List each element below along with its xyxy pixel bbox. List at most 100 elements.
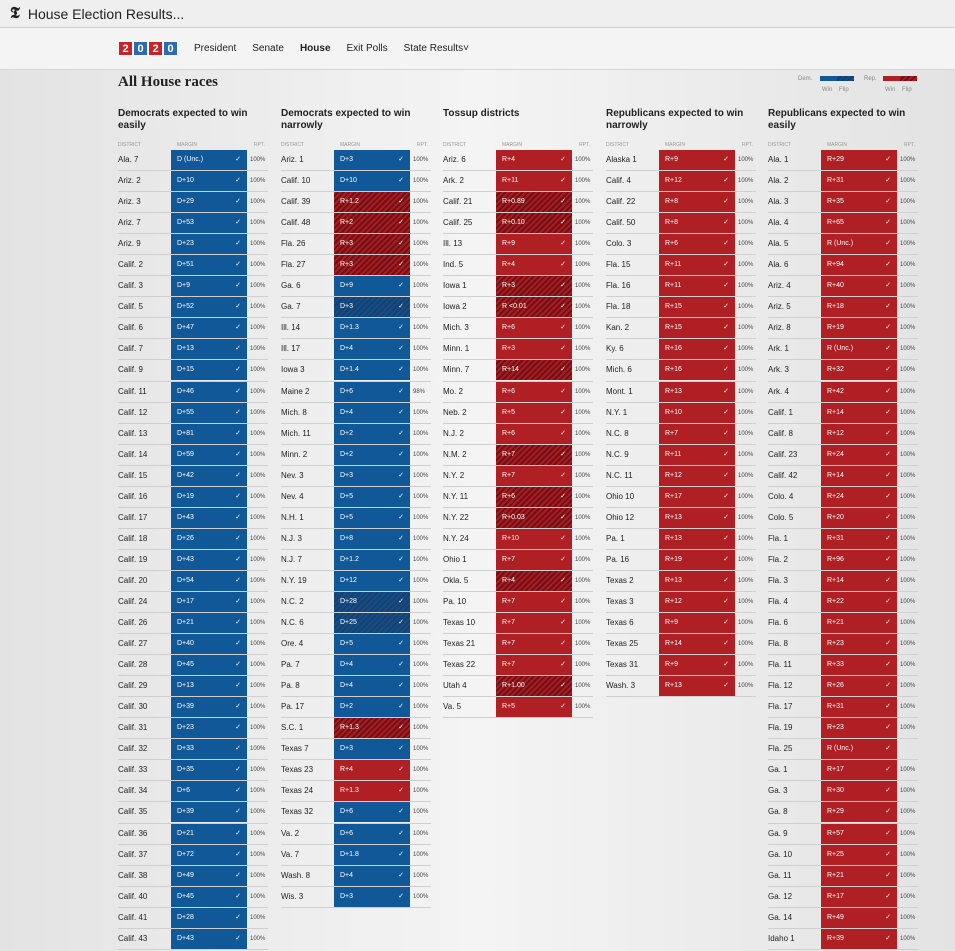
race-row[interactable]: Texas 3 R+12 ✓ 100% bbox=[606, 591, 756, 614]
race-row[interactable]: Ala. 7 D (Unc.) ✓ 100% bbox=[118, 150, 268, 172]
race-row[interactable]: Ill. 17 D+4 ✓ 100% bbox=[281, 339, 431, 361]
nav-exit-polls[interactable]: Exit Polls bbox=[346, 43, 388, 54]
race-row[interactable]: Calif. 43 D+43 ✓ 100% bbox=[118, 928, 268, 950]
race-row[interactable]: Ga. 9 R+57 ✓ 100% bbox=[768, 823, 918, 845]
race-row[interactable]: Fla. 8 R+23 ✓ 100% bbox=[768, 634, 918, 656]
race-row[interactable]: Fla. 17 R+31 ✓ 100% bbox=[768, 697, 918, 719]
race-row[interactable]: Ind. 5 R+4 ✓ 100% bbox=[443, 255, 593, 277]
race-row[interactable]: Ala. 2 R+31 ✓ 100% bbox=[768, 171, 918, 193]
race-row[interactable]: N.H. 1 D+5 ✓ 100% bbox=[281, 507, 431, 529]
race-row[interactable]: Ariz. 3 D+29 ✓ 100% bbox=[118, 192, 268, 214]
race-row[interactable]: N.Y. 1 R+10 ✓ 100% bbox=[606, 402, 756, 424]
race-row[interactable]: Ark. 1 R (Unc.) ✓ 100% bbox=[768, 339, 918, 361]
race-row[interactable]: N.C. 6 D+25 ✓ 100% bbox=[281, 613, 431, 635]
nav-house[interactable]: House bbox=[299, 43, 331, 54]
race-row[interactable]: Calif. 29 D+13 ✓ 100% bbox=[118, 676, 268, 698]
race-row[interactable]: Iowa 3 D+1.4 ✓ 100% bbox=[281, 360, 431, 382]
race-row[interactable]: Pa. 10 R+7 ✓ 100% bbox=[443, 591, 593, 614]
race-row[interactable]: Calif. 25 R+0.10 ✓ 100% bbox=[443, 213, 593, 235]
race-row[interactable]: Calif. 24 D+17 ✓ 100% bbox=[118, 591, 268, 614]
race-row[interactable]: Ohio 1 R+7 ✓ 100% bbox=[443, 549, 593, 571]
race-row[interactable]: Ala. 6 R+94 ✓ 100% bbox=[768, 255, 918, 277]
race-row[interactable]: Ariz. 4 R+40 ✓ 100% bbox=[768, 276, 918, 298]
race-row[interactable]: Minn. 1 R+3 ✓ 100% bbox=[443, 339, 593, 361]
race-row[interactable]: Calif. 34 D+6 ✓ 100% bbox=[118, 781, 268, 803]
race-row[interactable]: Calif. 4 R+12 ✓ 100% bbox=[606, 171, 756, 193]
race-row[interactable]: Ill. 13 R+9 ✓ 100% bbox=[443, 234, 593, 256]
race-row[interactable]: Fla. 11 R+33 ✓ 100% bbox=[768, 655, 918, 677]
race-row[interactable]: Ga. 6 D+9 ✓ 100% bbox=[281, 276, 431, 298]
race-row[interactable]: Ariz. 6 R+4 ✓ 100% bbox=[443, 150, 593, 172]
race-row[interactable]: Calif. 18 D+26 ✓ 100% bbox=[118, 528, 268, 550]
race-row[interactable]: Pa. 7 D+4 ✓ 100% bbox=[281, 655, 431, 677]
race-row[interactable]: Idaho 1 R+39 ✓ 100% bbox=[768, 928, 918, 950]
race-row[interactable]: Texas 25 R+14 ✓ 100% bbox=[606, 634, 756, 656]
race-row[interactable]: Ga. 8 R+29 ✓ 100% bbox=[768, 802, 918, 824]
race-row[interactable]: Ariz. 1 D+3 ✓ 100% bbox=[281, 150, 431, 172]
race-row[interactable]: N.J. 3 D+8 ✓ 100% bbox=[281, 528, 431, 550]
race-row[interactable]: Wash. 8 D+4 ✓ 100% bbox=[281, 865, 431, 887]
race-row[interactable]: Texas 7 D+3 ✓ 100% bbox=[281, 739, 431, 761]
race-row[interactable]: Fla. 15 R+11 ✓ 100% bbox=[606, 255, 756, 277]
race-row[interactable]: Ala. 5 R (Unc.) ✓ 100% bbox=[768, 234, 918, 256]
race-row[interactable]: Calif. 10 D+10 ✓ 100% bbox=[281, 171, 431, 193]
race-row[interactable]: Fla. 2 R+96 ✓ 100% bbox=[768, 549, 918, 571]
race-row[interactable]: Calif. 33 D+35 ✓ 100% bbox=[118, 760, 268, 782]
race-row[interactable]: Ga. 11 R+21 ✓ 100% bbox=[768, 865, 918, 887]
race-row[interactable]: Calif. 9 D+15 ✓ 100% bbox=[118, 360, 268, 382]
nyt-logo-icon[interactable]: 𝕿 bbox=[10, 4, 20, 22]
race-row[interactable]: Mich. 8 D+4 ✓ 100% bbox=[281, 402, 431, 424]
race-row[interactable]: Calif. 41 D+28 ✓ 100% bbox=[118, 907, 268, 929]
race-row[interactable]: Colo. 3 R+6 ✓ 100% bbox=[606, 234, 756, 256]
race-row[interactable]: Calif. 3 D+9 ✓ 100% bbox=[118, 276, 268, 298]
race-row[interactable]: N.C. 11 R+12 ✓ 100% bbox=[606, 465, 756, 487]
race-row[interactable]: Texas 6 R+9 ✓ 100% bbox=[606, 613, 756, 635]
race-row[interactable]: Calif. 22 R+8 ✓ 100% bbox=[606, 192, 756, 214]
race-row[interactable]: Texas 32 D+6 ✓ 100% bbox=[281, 802, 431, 824]
race-row[interactable]: Calif. 30 D+39 ✓ 100% bbox=[118, 697, 268, 719]
race-row[interactable]: Ariz. 2 D+10 ✓ 100% bbox=[118, 171, 268, 193]
race-row[interactable]: N.J. 2 R+6 ✓ 100% bbox=[443, 423, 593, 445]
race-row[interactable]: Calif. 36 D+21 ✓ 100% bbox=[118, 823, 268, 845]
race-row[interactable]: Colo. 4 R+24 ✓ 100% bbox=[768, 486, 918, 508]
race-row[interactable]: Ga. 1 R+17 ✓ 100% bbox=[768, 760, 918, 782]
race-row[interactable]: N.Y. 2 R+7 ✓ 100% bbox=[443, 465, 593, 487]
race-row[interactable]: Va. 5 R+5 ✓ 100% bbox=[443, 697, 593, 719]
race-row[interactable]: Ga. 10 R+25 ✓ 100% bbox=[768, 844, 918, 866]
race-row[interactable]: Calif. 12 D+55 ✓ 100% bbox=[118, 402, 268, 424]
race-row[interactable]: S.C. 1 R+1.3 ✓ 100% bbox=[281, 718, 431, 740]
race-row[interactable]: Texas 21 R+7 ✓ 100% bbox=[443, 634, 593, 656]
race-row[interactable]: Ark. 3 R+32 ✓ 100% bbox=[768, 360, 918, 382]
race-row[interactable]: N.Y. 22 R+0.03 ✓ 100% bbox=[443, 507, 593, 529]
race-row[interactable]: Ariz. 5 R+18 ✓ 100% bbox=[768, 297, 918, 319]
race-row[interactable]: Mich. 11 D+2 ✓ 100% bbox=[281, 423, 431, 445]
race-row[interactable]: Texas 23 R+4 ✓ 100% bbox=[281, 760, 431, 782]
race-row[interactable]: N.M. 2 R+7 ✓ 100% bbox=[443, 444, 593, 466]
race-row[interactable]: Calif. 23 R+24 ✓ 100% bbox=[768, 444, 918, 466]
race-row[interactable]: Iowa 1 R+3 ✓ 100% bbox=[443, 276, 593, 298]
race-row[interactable]: Texas 2 R+13 ✓ 100% bbox=[606, 570, 756, 592]
race-row[interactable]: Ill. 14 D+1.3 ✓ 100% bbox=[281, 318, 431, 340]
race-row[interactable]: Maine 2 D+6 ✓ 98% bbox=[281, 381, 431, 403]
race-row[interactable]: Ga. 12 R+17 ✓ 100% bbox=[768, 886, 918, 908]
race-row[interactable]: Alaska 1 R+9 ✓ 100% bbox=[606, 150, 756, 172]
race-row[interactable]: Ga. 14 R+49 ✓ 100% bbox=[768, 907, 918, 929]
race-row[interactable]: Fla. 27 R+3 ✓ 100% bbox=[281, 255, 431, 277]
race-row[interactable]: Mich. 6 R+16 ✓ 100% bbox=[606, 360, 756, 382]
race-row[interactable]: Ohio 12 R+13 ✓ 100% bbox=[606, 507, 756, 529]
election-2020-badge[interactable]: 2 0 2 0 bbox=[118, 41, 178, 56]
race-row[interactable]: Fla. 6 R+21 ✓ 100% bbox=[768, 613, 918, 635]
nav-president[interactable]: President bbox=[194, 43, 237, 54]
race-row[interactable]: Fla. 26 R+3 ✓ 100% bbox=[281, 234, 431, 256]
race-row[interactable]: Calif. 31 D+23 ✓ 100% bbox=[118, 718, 268, 740]
race-row[interactable]: Texas 10 R+7 ✓ 100% bbox=[443, 613, 593, 635]
race-row[interactable]: Ga. 7 D+3 ✓ 100% bbox=[281, 297, 431, 319]
race-row[interactable]: Calif. 27 D+40 ✓ 100% bbox=[118, 634, 268, 656]
race-row[interactable]: Utah 4 R+1.00 ✓ 100% bbox=[443, 676, 593, 698]
race-row[interactable]: Calif. 19 D+43 ✓ 100% bbox=[118, 549, 268, 571]
race-row[interactable]: Texas 31 R+9 ✓ 100% bbox=[606, 655, 756, 677]
race-row[interactable]: Okla. 5 R+4 ✓ 100% bbox=[443, 570, 593, 592]
race-row[interactable]: Fla. 1 R+31 ✓ 100% bbox=[768, 528, 918, 550]
race-row[interactable]: Minn. 2 D+2 ✓ 100% bbox=[281, 444, 431, 466]
race-row[interactable]: Pa. 8 D+4 ✓ 100% bbox=[281, 676, 431, 698]
